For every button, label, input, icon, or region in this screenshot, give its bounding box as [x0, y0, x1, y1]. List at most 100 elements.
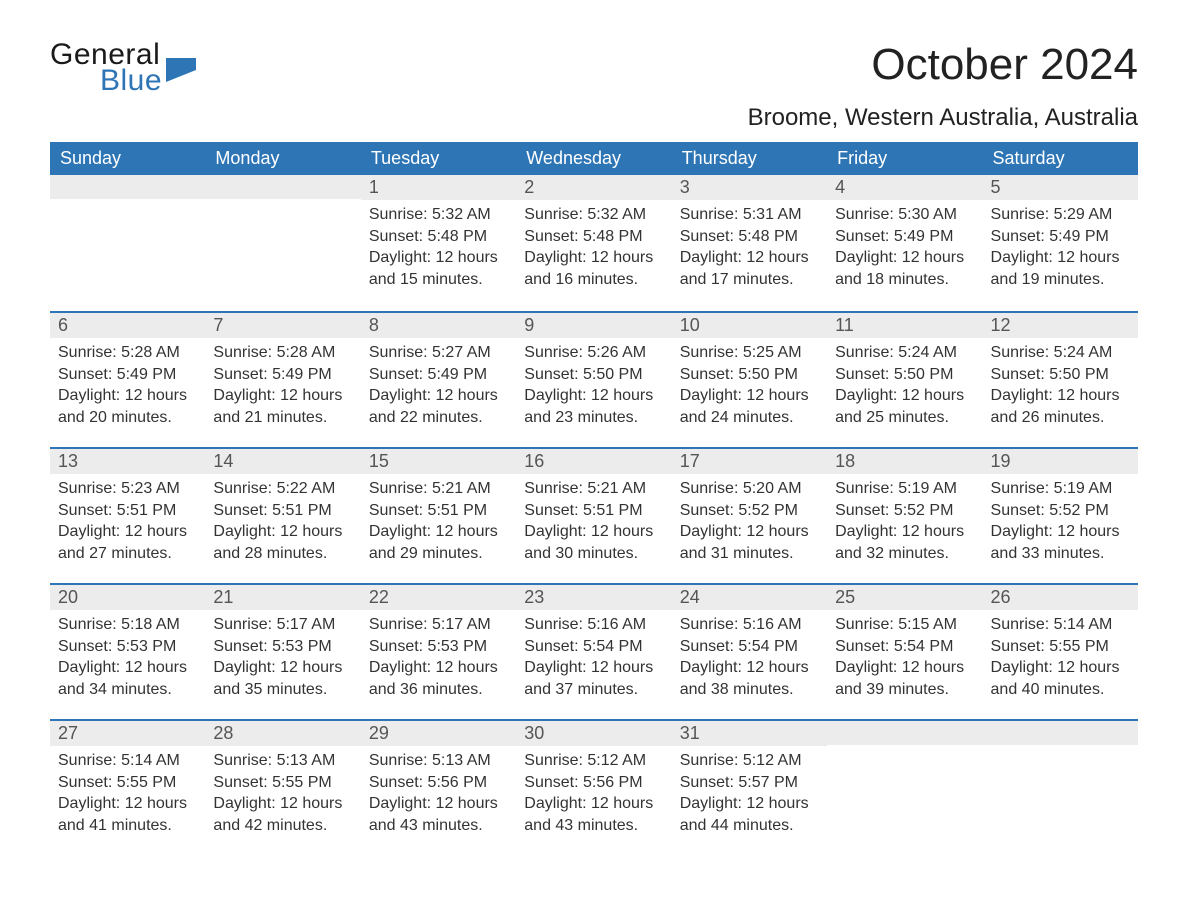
sunrise-text: Sunrise: 5:26 AM	[524, 342, 663, 364]
daylight-text: Daylight: 12 hours and 42 minutes.	[213, 793, 352, 836]
daylight-text: Daylight: 12 hours and 33 minutes.	[991, 521, 1130, 564]
sunset-text: Sunset: 5:52 PM	[991, 500, 1130, 522]
calendar-cell: 2Sunrise: 5:32 AMSunset: 5:48 PMDaylight…	[516, 175, 671, 311]
cell-body: Sunrise: 5:32 AMSunset: 5:48 PMDaylight:…	[516, 200, 671, 298]
daylight-text: Daylight: 12 hours and 41 minutes.	[58, 793, 197, 836]
calendar-week: 1Sunrise: 5:32 AMSunset: 5:48 PMDaylight…	[50, 175, 1138, 311]
sunset-text: Sunset: 5:48 PM	[369, 226, 508, 248]
day-header-sat: Saturday	[983, 142, 1138, 175]
cell-body: Sunrise: 5:29 AMSunset: 5:49 PMDaylight:…	[983, 200, 1138, 298]
cell-body: Sunrise: 5:25 AMSunset: 5:50 PMDaylight:…	[672, 338, 827, 436]
sunset-text: Sunset: 5:51 PM	[369, 500, 508, 522]
month-title: October 2024	[748, 40, 1138, 90]
sunrise-text: Sunrise: 5:20 AM	[680, 478, 819, 500]
cell-body: Sunrise: 5:14 AMSunset: 5:55 PMDaylight:…	[983, 610, 1138, 708]
calendar-cell: 22Sunrise: 5:17 AMSunset: 5:53 PMDayligh…	[361, 585, 516, 719]
day-header-wed: Wednesday	[516, 142, 671, 175]
sunrise-text: Sunrise: 5:16 AM	[680, 614, 819, 636]
day-number: 28	[205, 721, 360, 746]
day-number: 7	[205, 313, 360, 338]
sunset-text: Sunset: 5:56 PM	[369, 772, 508, 794]
calendar-cell: 4Sunrise: 5:30 AMSunset: 5:49 PMDaylight…	[827, 175, 982, 311]
sunset-text: Sunset: 5:52 PM	[680, 500, 819, 522]
sunset-text: Sunset: 5:54 PM	[680, 636, 819, 658]
sunset-text: Sunset: 5:52 PM	[835, 500, 974, 522]
sunset-text: Sunset: 5:55 PM	[213, 772, 352, 794]
day-number: 22	[361, 585, 516, 610]
daylight-text: Daylight: 12 hours and 21 minutes.	[213, 385, 352, 428]
calendar-cell: 1Sunrise: 5:32 AMSunset: 5:48 PMDaylight…	[361, 175, 516, 311]
calendar-cell: 23Sunrise: 5:16 AMSunset: 5:54 PMDayligh…	[516, 585, 671, 719]
sunrise-text: Sunrise: 5:24 AM	[835, 342, 974, 364]
cell-body: Sunrise: 5:26 AMSunset: 5:50 PMDaylight:…	[516, 338, 671, 436]
calendar-week: 6Sunrise: 5:28 AMSunset: 5:49 PMDaylight…	[50, 311, 1138, 447]
calendar-cell: 16Sunrise: 5:21 AMSunset: 5:51 PMDayligh…	[516, 449, 671, 583]
cell-body: Sunrise: 5:13 AMSunset: 5:56 PMDaylight:…	[361, 746, 516, 844]
title-block: October 2024 Broome, Western Australia, …	[748, 40, 1138, 132]
sunrise-text: Sunrise: 5:17 AM	[369, 614, 508, 636]
calendar-cell: 11Sunrise: 5:24 AMSunset: 5:50 PMDayligh…	[827, 313, 982, 447]
sunrise-text: Sunrise: 5:21 AM	[524, 478, 663, 500]
day-number: 19	[983, 449, 1138, 474]
sunrise-text: Sunrise: 5:28 AM	[58, 342, 197, 364]
cell-body: Sunrise: 5:30 AMSunset: 5:49 PMDaylight:…	[827, 200, 982, 298]
day-number: 27	[50, 721, 205, 746]
sunset-text: Sunset: 5:48 PM	[524, 226, 663, 248]
daylight-text: Daylight: 12 hours and 32 minutes.	[835, 521, 974, 564]
calendar-cell: 17Sunrise: 5:20 AMSunset: 5:52 PMDayligh…	[672, 449, 827, 583]
sunset-text: Sunset: 5:49 PM	[835, 226, 974, 248]
cell-body	[983, 745, 1138, 757]
cell-body: Sunrise: 5:28 AMSunset: 5:49 PMDaylight:…	[50, 338, 205, 436]
calendar-cell: 3Sunrise: 5:31 AMSunset: 5:48 PMDaylight…	[672, 175, 827, 311]
day-header-thu: Thursday	[672, 142, 827, 175]
cell-body: Sunrise: 5:12 AMSunset: 5:57 PMDaylight:…	[672, 746, 827, 844]
sunrise-text: Sunrise: 5:32 AM	[369, 204, 508, 226]
sunrise-text: Sunrise: 5:23 AM	[58, 478, 197, 500]
calendar-cell	[827, 721, 982, 855]
cell-body: Sunrise: 5:19 AMSunset: 5:52 PMDaylight:…	[983, 474, 1138, 572]
calendar-cell: 5Sunrise: 5:29 AMSunset: 5:49 PMDaylight…	[983, 175, 1138, 311]
day-number: 20	[50, 585, 205, 610]
day-number: 30	[516, 721, 671, 746]
daylight-text: Daylight: 12 hours and 16 minutes.	[524, 247, 663, 290]
sunrise-text: Sunrise: 5:14 AM	[58, 750, 197, 772]
day-number: 6	[50, 313, 205, 338]
day-number: 11	[827, 313, 982, 338]
cell-body: Sunrise: 5:14 AMSunset: 5:55 PMDaylight:…	[50, 746, 205, 844]
calendar-cell: 26Sunrise: 5:14 AMSunset: 5:55 PMDayligh…	[983, 585, 1138, 719]
sunset-text: Sunset: 5:53 PM	[213, 636, 352, 658]
location-subtitle: Broome, Western Australia, Australia	[748, 104, 1138, 132]
day-number: 23	[516, 585, 671, 610]
day-number: 24	[672, 585, 827, 610]
sunrise-text: Sunrise: 5:16 AM	[524, 614, 663, 636]
calendar-cell: 12Sunrise: 5:24 AMSunset: 5:50 PMDayligh…	[983, 313, 1138, 447]
sunset-text: Sunset: 5:49 PM	[369, 364, 508, 386]
day-number: 31	[672, 721, 827, 746]
calendar-cell: 6Sunrise: 5:28 AMSunset: 5:49 PMDaylight…	[50, 313, 205, 447]
day-number: 21	[205, 585, 360, 610]
calendar-cell: 14Sunrise: 5:22 AMSunset: 5:51 PMDayligh…	[205, 449, 360, 583]
day-number: 26	[983, 585, 1138, 610]
calendar-cell: 13Sunrise: 5:23 AMSunset: 5:51 PMDayligh…	[50, 449, 205, 583]
day-number: 4	[827, 175, 982, 200]
cell-body: Sunrise: 5:16 AMSunset: 5:54 PMDaylight:…	[516, 610, 671, 708]
sunset-text: Sunset: 5:50 PM	[991, 364, 1130, 386]
sunset-text: Sunset: 5:48 PM	[680, 226, 819, 248]
day-number: 9	[516, 313, 671, 338]
daylight-text: Daylight: 12 hours and 43 minutes.	[369, 793, 508, 836]
cell-body: Sunrise: 5:24 AMSunset: 5:50 PMDaylight:…	[983, 338, 1138, 436]
calendar-week: 13Sunrise: 5:23 AMSunset: 5:51 PMDayligh…	[50, 447, 1138, 583]
day-number: 8	[361, 313, 516, 338]
sunrise-text: Sunrise: 5:12 AM	[680, 750, 819, 772]
day-number: 10	[672, 313, 827, 338]
daylight-text: Daylight: 12 hours and 28 minutes.	[213, 521, 352, 564]
cell-body: Sunrise: 5:16 AMSunset: 5:54 PMDaylight:…	[672, 610, 827, 708]
daylight-text: Daylight: 12 hours and 22 minutes.	[369, 385, 508, 428]
day-number: 2	[516, 175, 671, 200]
sunset-text: Sunset: 5:51 PM	[213, 500, 352, 522]
calendar-cell	[205, 175, 360, 311]
calendar-week: 27Sunrise: 5:14 AMSunset: 5:55 PMDayligh…	[50, 719, 1138, 855]
daylight-text: Daylight: 12 hours and 36 minutes.	[369, 657, 508, 700]
day-number: 18	[827, 449, 982, 474]
sunrise-text: Sunrise: 5:17 AM	[213, 614, 352, 636]
